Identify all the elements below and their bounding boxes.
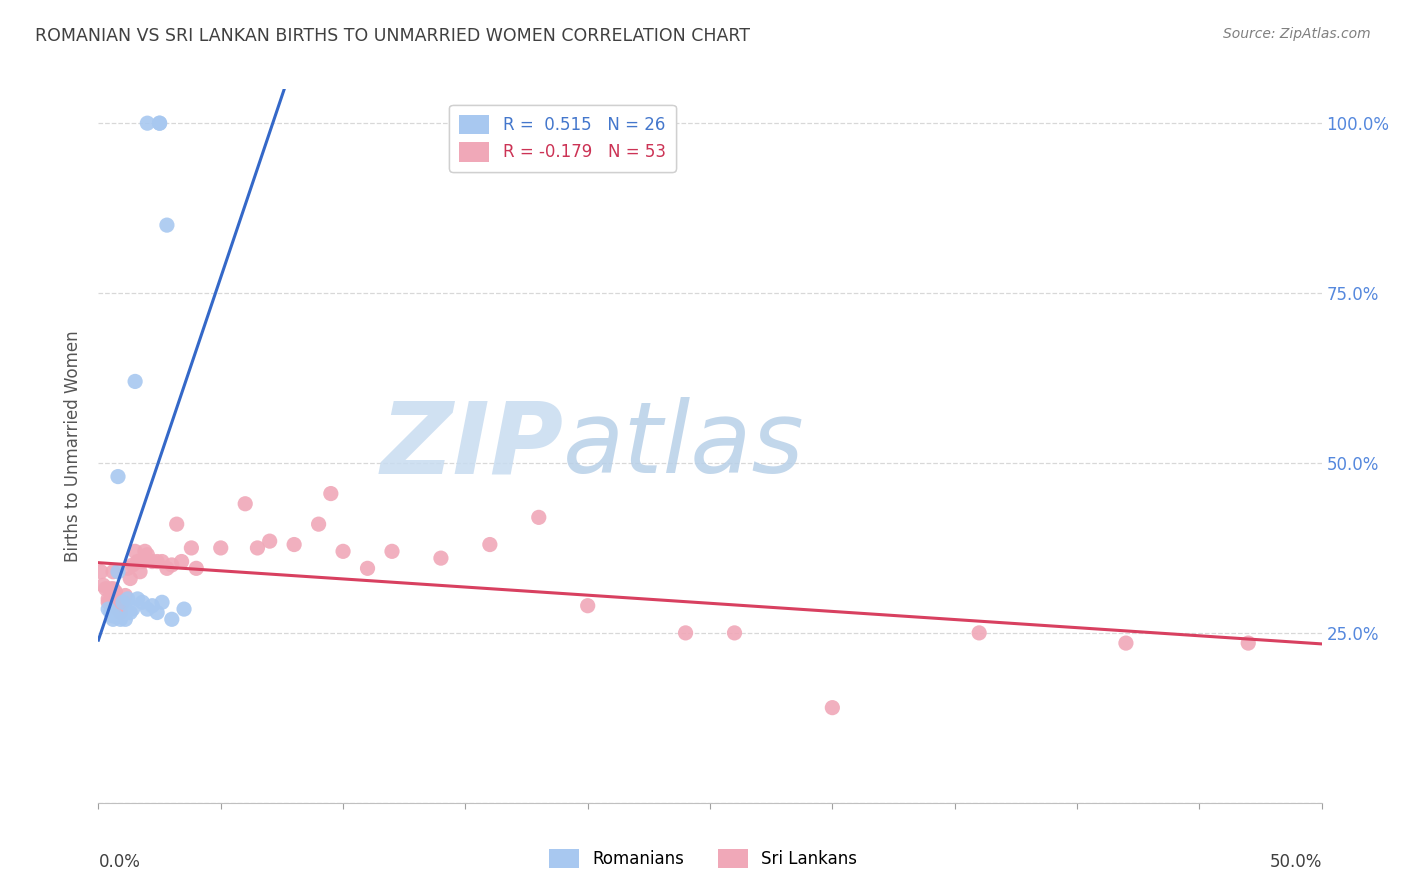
Point: [90, 565, 112, 579]
Point: [104, 595, 127, 609]
Point: [141, 599, 163, 613]
Point: [97, 602, 120, 616]
Point: [136, 116, 159, 130]
Point: [91, 578, 114, 592]
Point: [117, 591, 139, 606]
Point: [675, 626, 697, 640]
Point: [356, 561, 378, 575]
Point: [100, 606, 122, 620]
Point: [97, 595, 120, 609]
Point: [233, 497, 256, 511]
Point: [180, 541, 202, 555]
Point: [149, 116, 172, 130]
Point: [136, 548, 159, 562]
Point: [156, 218, 179, 232]
Point: [110, 606, 132, 620]
Point: [1237, 636, 1260, 650]
Point: [111, 595, 134, 609]
Point: [101, 612, 124, 626]
Text: ZIP: ZIP: [380, 398, 564, 494]
Point: [124, 375, 146, 389]
Point: [150, 555, 173, 569]
Point: [124, 544, 146, 558]
Point: [120, 572, 142, 586]
Point: [111, 595, 134, 609]
Point: [104, 608, 127, 623]
Text: 50.0%: 50.0%: [1270, 853, 1322, 871]
Point: [127, 591, 149, 606]
Point: [149, 116, 172, 130]
Point: [101, 565, 124, 579]
Legend: Romanians, Sri Lankans: Romanians, Sri Lankans: [543, 842, 863, 875]
Point: [131, 595, 153, 609]
Point: [173, 602, 195, 616]
Legend: R =  0.515   N = 26, R = -0.179   N = 53: R = 0.515 N = 26, R = -0.179 N = 53: [450, 104, 676, 171]
Point: [160, 612, 183, 626]
Point: [723, 626, 745, 640]
Point: [166, 517, 188, 532]
Point: [146, 555, 169, 569]
Text: atlas: atlas: [564, 398, 804, 494]
Point: [117, 561, 139, 575]
Y-axis label: Births to Unmarried Women: Births to Unmarried Women: [65, 330, 83, 562]
Point: [104, 585, 127, 599]
Point: [107, 469, 129, 483]
Point: [332, 544, 354, 558]
Point: [100, 582, 122, 596]
Point: [381, 544, 404, 558]
Point: [576, 599, 599, 613]
Point: [209, 541, 232, 555]
Text: ROMANIAN VS SRI LANKAN BIRTHS TO UNMARRIED WOMEN CORRELATION CHART: ROMANIAN VS SRI LANKAN BIRTHS TO UNMARRI…: [35, 27, 751, 45]
Point: [110, 612, 132, 626]
Point: [283, 537, 305, 551]
Point: [478, 537, 501, 551]
Point: [131, 555, 153, 569]
Point: [160, 558, 183, 572]
Point: [107, 565, 129, 579]
Point: [156, 561, 179, 575]
Point: [121, 558, 143, 572]
Point: [97, 591, 120, 606]
Point: [246, 541, 269, 555]
Point: [107, 591, 129, 606]
Point: [101, 608, 124, 623]
Point: [308, 517, 330, 532]
Point: [114, 589, 136, 603]
Point: [129, 565, 152, 579]
Point: [134, 544, 156, 558]
Point: [259, 534, 281, 549]
Point: [821, 700, 844, 714]
Point: [94, 582, 117, 596]
Point: [136, 602, 159, 616]
Point: [120, 606, 142, 620]
Point: [1115, 636, 1137, 650]
Point: [121, 602, 143, 616]
Point: [127, 555, 149, 569]
Point: [527, 510, 550, 524]
Point: [170, 555, 193, 569]
Point: [146, 606, 169, 620]
Point: [186, 561, 208, 575]
Point: [107, 602, 129, 616]
Point: [141, 555, 163, 569]
Point: [114, 612, 136, 626]
Point: [430, 551, 453, 566]
Point: [319, 486, 342, 500]
Point: [967, 626, 990, 640]
Point: [101, 582, 124, 596]
Text: 0.0%: 0.0%: [98, 853, 141, 871]
Point: [150, 595, 173, 609]
Text: Source: ZipAtlas.com: Source: ZipAtlas.com: [1223, 27, 1371, 41]
